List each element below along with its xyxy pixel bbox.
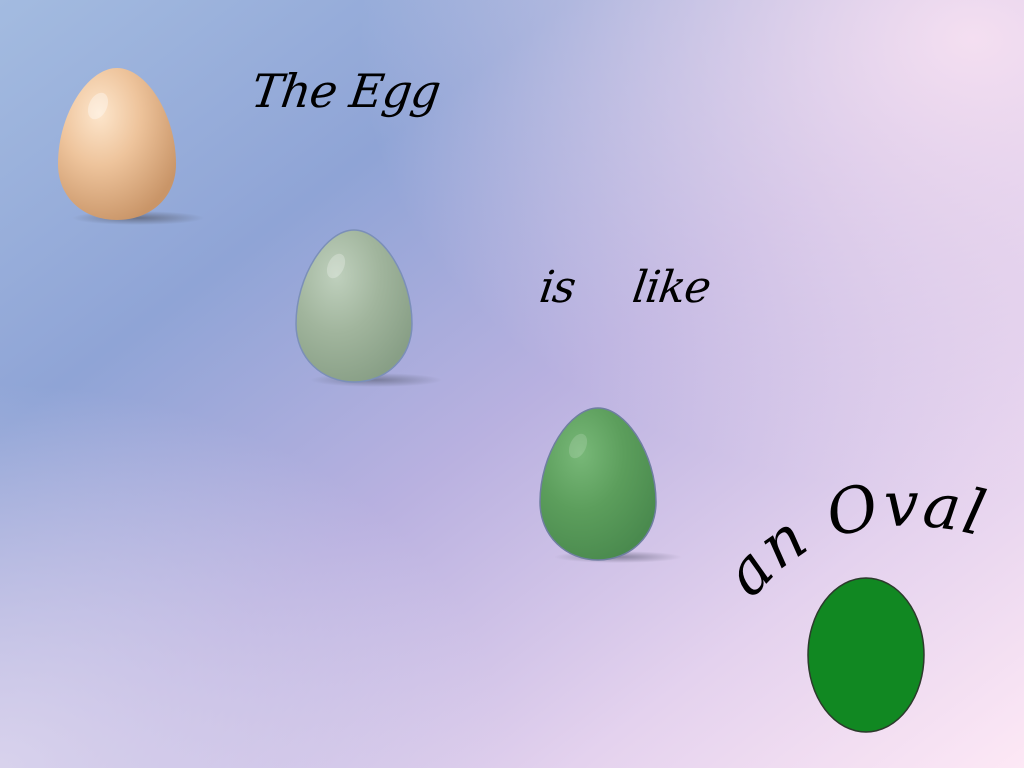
faded-egg-icon [295, 229, 442, 387]
arc-text-label: an Oval [709, 467, 992, 609]
natural-egg-icon [58, 68, 204, 225]
svg-text:an Oval: an Oval [709, 467, 994, 609]
green-egg-icon [539, 407, 682, 563]
green-oval-icon [807, 577, 925, 733]
